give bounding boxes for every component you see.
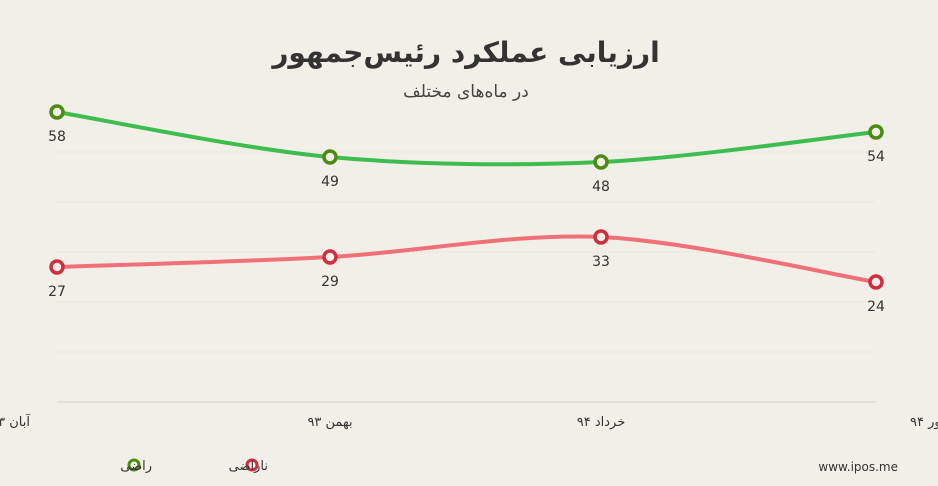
data-label-satisfied: 48 <box>592 179 610 195</box>
series-line-dissatisfied <box>55 234 878 284</box>
point-dissatisfied[interactable] <box>49 259 65 275</box>
point-dissatisfied[interactable] <box>593 229 609 245</box>
legend-item-dissatisfied[interactable]: ناراضی <box>229 458 268 474</box>
data-label-dissatisfied: 27 <box>48 284 66 300</box>
legend-item-satisfied[interactable]: راضی <box>120 458 152 474</box>
legend-label-satisfied: راضی <box>120 459 152 474</box>
point-satisfied[interactable] <box>593 154 609 170</box>
legend-marker-satisfied <box>127 458 141 472</box>
data-label-dissatisfied: 33 <box>592 254 610 270</box>
watermark: www.ipos.me <box>818 460 898 474</box>
data-label-satisfied: 49 <box>321 174 339 190</box>
x-tick-label: شهریور ۹۴ <box>910 415 938 430</box>
x-tick-label: بهمن ۹۳ <box>307 415 352 430</box>
point-satisfied[interactable] <box>322 149 338 165</box>
data-label-dissatisfied: 29 <box>321 274 339 290</box>
point-dissatisfied[interactable] <box>868 274 884 290</box>
legend: راضی ناراضی <box>120 458 268 474</box>
x-tick-label: آبان ۹۳ <box>0 413 31 430</box>
point-satisfied[interactable] <box>49 104 65 120</box>
grid-lines <box>57 151 876 353</box>
x-tick-labels: آبان ۹۳ بهمن ۹۳ خرداد ۹۴ شهریور ۹۴ <box>0 413 938 430</box>
x-tick-label: خرداد ۹۴ <box>577 415 626 430</box>
chart-title: ارزیابی عملکرد رئیس‌جمهور <box>270 36 659 69</box>
data-label-dissatisfied: 24 <box>867 299 885 315</box>
chart-subtitle: در ماه‌های مختلف <box>403 82 529 102</box>
series-line-satisfied <box>55 110 878 167</box>
legend-marker-dissatisfied <box>245 458 259 472</box>
point-dissatisfied[interactable] <box>322 249 338 265</box>
data-label-satisfied: 58 <box>48 129 66 145</box>
legend-label-dissatisfied: ناراضی <box>229 459 268 474</box>
point-satisfied[interactable] <box>868 124 884 140</box>
data-label-satisfied: 54 <box>867 149 885 165</box>
series-layer: 58 49 48 54 27 29 33 24 <box>48 104 885 315</box>
